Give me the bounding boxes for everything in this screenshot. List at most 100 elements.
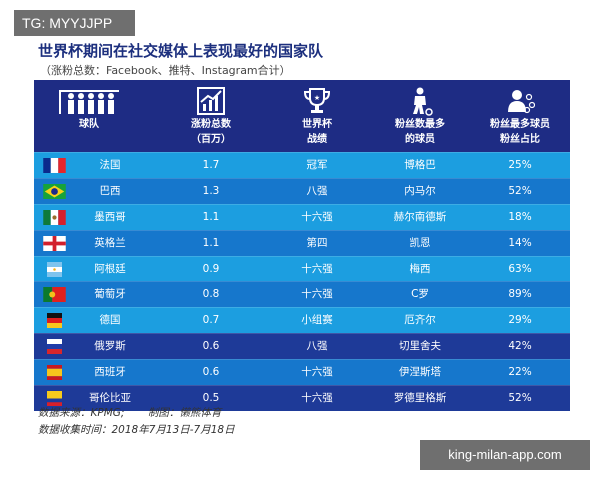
source-line-2: 数据收集时间：2018年7月13日-7月18日 [38,424,235,436]
cell-player: 赫尔南德斯 [393,210,447,223]
flag-russia-icon [42,339,67,355]
header-result-label2: 战绩 [307,134,327,145]
flag-argentina-icon [42,261,67,277]
player-icon [413,87,433,116]
cell-growth: 0.9 [202,262,220,275]
cell-result: 十六强 [301,392,333,405]
cell-result: 十六强 [301,288,333,301]
cell-share: 18% [508,210,532,223]
cell-team: 西班牙 [94,366,126,379]
cell-share: 14% [508,236,532,249]
svg-text:★: ★ [314,94,320,102]
cell-result: 十六强 [301,262,333,275]
header-growth-label: 涨粉总数 [191,119,231,130]
cell-player: 内马尔 [404,184,436,197]
header-player-label1: 粉丝数最多 [395,119,445,130]
cell-share: 63% [508,262,532,275]
source-note: 数据来源：KPMG; 制图：懒熊体育 数据收集时间：2018年7月13日-7月1… [38,405,235,439]
cell-player: C罗 [411,288,429,301]
cell-team: 墨西哥 [94,210,126,223]
flag-portugal-icon [42,287,67,303]
cell-growth: 1.1 [202,236,220,249]
user-share-icon [508,90,535,114]
cell-share: 25% [508,159,532,171]
table-row: 葡萄牙 0.8 十六强 C罗 89% [34,281,570,308]
cell-player: 博格巴 [404,159,436,171]
table-row: 墨西哥 1.1 十六强 赫尔南德斯 18% [34,203,570,230]
header-share: 粉丝最多球员 粉丝占比 [470,80,570,152]
flag-france-icon [42,158,67,173]
trophy-icon: ★ [303,88,331,113]
flag-spain-icon [42,365,67,381]
cell-player: 罗德里格斯 [393,392,447,405]
header-result: ★ 世界杯 战绩 [264,80,370,152]
flag-germany-icon [42,313,67,329]
cell-team: 英格兰 [94,236,126,249]
table-body: 法国 1.7 冠军 博格巴 25% 巴西 1.3 八强 内马尔 52% 墨西哥 1.1 十六强 赫尔南德斯… [34,152,570,411]
cell-growth: 0.7 [202,314,220,327]
ranking-table: 球队 涨粉总数 （百万） ★ 世界杯 战绩 [34,80,570,411]
flag-england-icon [42,235,67,251]
table-row: 德国 0.7 小组赛 厄齐尔 29% [34,307,570,334]
cell-growth: 0.6 [202,340,220,353]
cell-team: 葡萄牙 [94,288,126,301]
table-row: 英格兰 1.1 第四 凯恩 14% [34,229,570,256]
team-players-icon [59,90,119,114]
table-row: 哥伦比亚 0.5 十六强 罗德里格斯 52% [34,385,570,411]
cell-team: 德国 [99,314,121,327]
table-row: 俄罗斯 0.6 八强 切里舍夫 42% [34,333,570,360]
cell-team: 哥伦比亚 [89,392,131,405]
cell-growth: 0.5 [202,392,220,405]
header-result-label1: 世界杯 [302,119,332,130]
cell-player: 梅西 [409,262,431,275]
header-player: 粉丝数最多 的球员 [370,80,470,152]
cell-result: 八强 [306,184,328,197]
cell-result: 十六强 [301,210,333,223]
table-header: 球队 涨粉总数 （百万） ★ 世界杯 战绩 [34,80,570,152]
cell-share: 22% [508,366,532,379]
cell-team: 阿根廷 [94,262,126,275]
cell-result: 八强 [306,340,328,353]
cell-share: 29% [508,314,532,327]
bottom-watermark: king-milan-app.com [420,440,590,470]
cell-team: 巴西 [99,184,121,197]
cell-result: 冠军 [306,159,328,171]
table-row: 阿根廷 0.9 十六强 梅西 63% [34,255,570,282]
cell-growth: 0.6 [202,366,220,379]
cell-growth: 1.3 [202,184,220,197]
cell-team: 俄罗斯 [94,340,126,353]
flag-brazil-icon [42,183,67,199]
header-growth: 涨粉总数 （百万） [158,80,264,152]
top-watermark: TG: MYYJJPP [14,10,135,36]
header-share-label2: 粉丝占比 [500,134,540,145]
cell-share: 42% [508,340,532,353]
cell-growth: 1.1 [202,210,220,223]
cell-result: 小组赛 [301,314,333,327]
cell-share: 52% [508,184,532,197]
cell-growth: 0.8 [202,288,220,301]
cell-share: 89% [508,288,532,301]
cell-result: 十六强 [301,366,333,379]
flag-mexico-icon [42,209,67,225]
cell-result: 第四 [306,236,328,249]
cell-team: 法国 [99,159,121,171]
cell-growth: 1.7 [202,159,220,171]
flag-colombia-icon [42,391,67,407]
table-row: 法国 1.7 冠军 博格巴 25% [34,152,570,178]
cell-share: 52% [508,392,532,405]
cell-player: 厄齐尔 [404,314,436,327]
header-team: 球队 [34,80,144,152]
header-growth-unit: （百万） [191,134,231,145]
page-subtitle: （涨粉总数：Facebook、推特、Instagram合计） [40,64,291,77]
page-title: 世界杯期间在社交媒体上表现最好的国家队 [38,42,324,60]
header-team-label: 球队 [79,119,99,130]
table-row: 西班牙 0.6 十六强 伊涅斯塔 22% [34,359,570,386]
header-share-label1: 粉丝最多球员 [490,119,550,130]
cell-player: 伊涅斯塔 [399,366,441,379]
table-row: 巴西 1.3 八强 内马尔 52% [34,177,570,204]
growth-chart-icon [197,87,225,115]
header-player-label2: 的球员 [405,134,435,145]
cell-player: 凯恩 [409,236,431,249]
source-line-1: 数据来源：KPMG; 制图：懒熊体育 [38,407,222,419]
cell-player: 切里舍夫 [399,340,441,353]
